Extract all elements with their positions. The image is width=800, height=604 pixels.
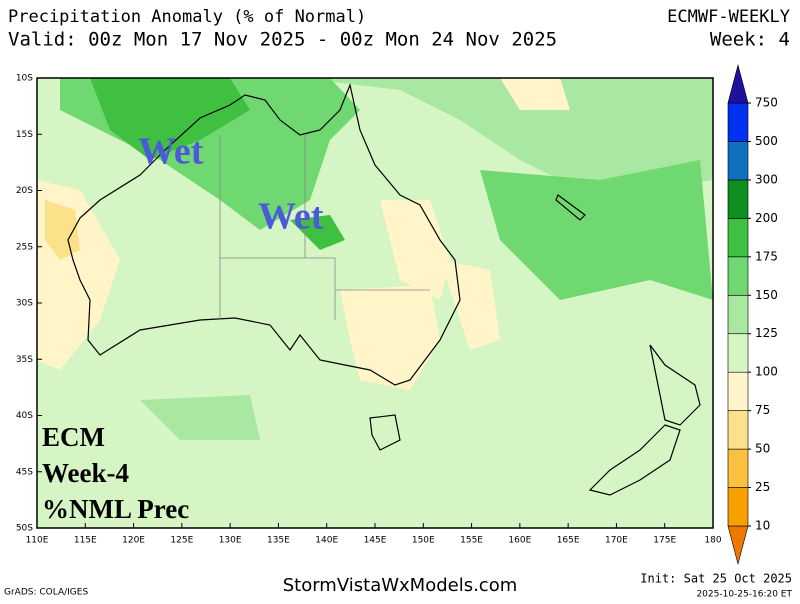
lat-label: 20S: [16, 186, 33, 196]
colorbar-segment: [727, 294, 749, 335]
colorbar-segment: [727, 371, 749, 411]
colorbar-end: [727, 63, 749, 104]
lon-label: 120E: [122, 536, 145, 546]
lon-label: 125E: [170, 536, 193, 546]
lat-label: 45S: [16, 467, 33, 477]
model: ECMWF-WEEKLY: [667, 7, 790, 27]
colorbar-segment: [727, 256, 749, 296]
lat-label: 30S: [16, 299, 33, 309]
colorbar-label: 150: [755, 288, 778, 302]
colorbar-segment: [727, 487, 749, 527]
colorbar-label: 125: [755, 326, 778, 340]
lon-label: 150E: [412, 536, 435, 546]
lat-label: 35S: [16, 355, 33, 365]
lat-label: 10S: [16, 74, 33, 84]
overlay-text: %NML Prec: [42, 494, 189, 524]
lon-label: 180: [704, 536, 721, 546]
lon-label: 145E: [364, 536, 387, 546]
lon-label: 115E: [74, 536, 97, 546]
colorbar-segment: [727, 141, 749, 181]
lon-label: 110E: [26, 536, 49, 546]
annotation: Wet: [258, 196, 324, 238]
lon-label: 135E: [267, 536, 290, 546]
colorbar-segment: [727, 179, 749, 219]
lat-label: 50S: [16, 524, 33, 534]
colorbar-segment: [727, 102, 749, 142]
colorbar-label: 300: [755, 172, 778, 186]
lon-label: 155E: [460, 536, 483, 546]
overlay-text: ECM: [42, 422, 105, 452]
overlay-text: Week-4: [42, 458, 129, 488]
timestamp: 2025-10-25-16:20 ET: [696, 590, 792, 600]
colorbar-label: 175: [755, 249, 778, 263]
colorbar-segment: [727, 218, 749, 258]
lon-label: 160E: [508, 536, 531, 546]
title: Precipitation Anomaly (% of Normal): [8, 7, 366, 27]
lon-label: 165E: [557, 536, 580, 546]
map: Wet Wet ECM Week-4 %NML Prec: [36, 77, 714, 529]
colorbar-label: 50: [755, 442, 770, 456]
lat-label: 40S: [16, 411, 33, 421]
lon-label: 175E: [653, 536, 676, 546]
colorbar-label: 75: [755, 403, 770, 417]
credit: GrADS: COLA/IGES: [4, 588, 88, 598]
axes: 10S 15S 20S 25S 30S 35S 40S 45S 50S 110E 115E 120E 1…: [16, 74, 722, 546]
lat-label: 25S: [16, 242, 33, 252]
colorbar: 10 25 50 75 100 125 150 175 200 300 500 750: [727, 63, 778, 566]
init: Init: Sat 25 Oct 2025: [640, 572, 792, 586]
site: StormVistaWxModels.com: [283, 575, 518, 596]
colorbar-segment: [727, 448, 749, 488]
lon-label: 170E: [605, 536, 628, 546]
annotation: Wet: [138, 131, 204, 173]
colorbar-label: 200: [755, 211, 778, 225]
lon-label: 130E: [219, 536, 242, 546]
colorbar-label: 10: [755, 519, 770, 533]
valid: Valid: 00z Mon 17 Nov 2025 - 00z Mon 24 …: [8, 29, 557, 51]
colorbar-segment: [727, 410, 749, 450]
lon-label: 140E: [315, 536, 338, 546]
colorbar-end: [727, 525, 749, 566]
colorbar-label: 100: [755, 365, 778, 379]
week: Week: 4: [710, 29, 790, 51]
colorbar-segment: [727, 333, 749, 373]
colorbar-label: 750: [755, 96, 778, 110]
colorbar-label: 500: [755, 134, 778, 148]
lat-label: 15S: [16, 130, 33, 140]
colorbar-label: 25: [755, 480, 770, 494]
